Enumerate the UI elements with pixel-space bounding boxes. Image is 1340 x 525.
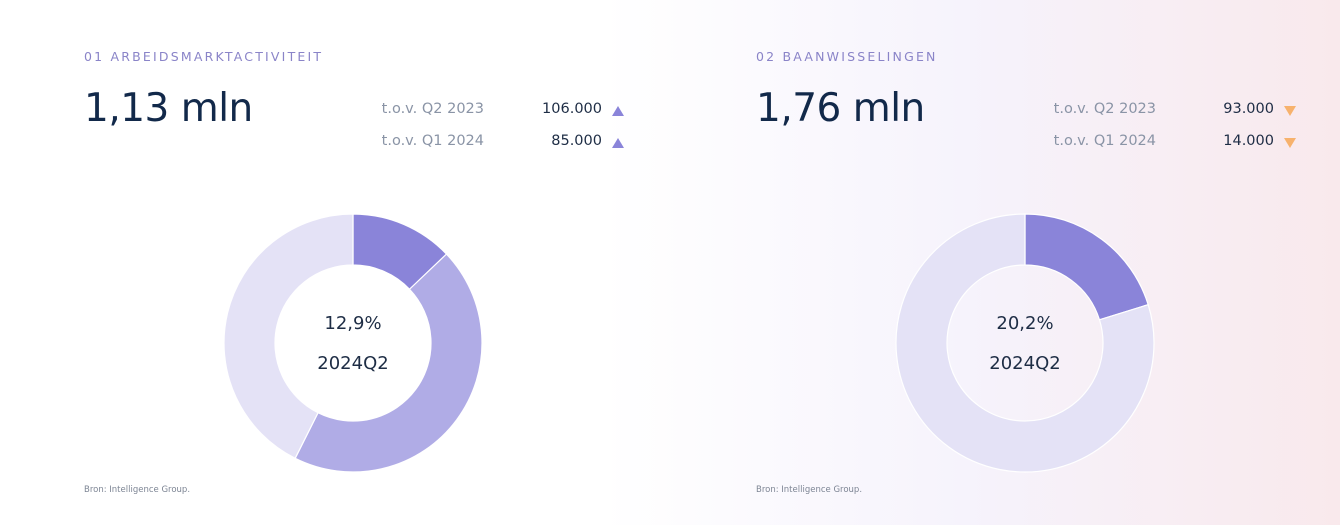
- headline-value: 1,13 mln: [84, 86, 253, 131]
- comparison-value: 85.000: [551, 133, 602, 149]
- panel-arbeidsmarktactiviteit: 01 ARBEIDSMARKTACTIVITEIT 1,13 mln t.o.v…: [84, 0, 664, 525]
- panel-baanwisselingen: 02 BAANWISSELINGEN 1,76 mln t.o.v. Q2 20…: [756, 0, 1336, 525]
- headline-value: 1,76 mln: [756, 86, 925, 131]
- arrow-down-icon: [1284, 106, 1296, 116]
- arrow-up-icon: [612, 138, 624, 148]
- source-note: Bron: Intelligence Group.: [84, 485, 191, 495]
- donut-slice-2: [294, 253, 483, 473]
- source-note: Bron: Intelligence Group.: [756, 485, 863, 495]
- comparison-label: t.o.v. Q2 2023: [381, 101, 484, 117]
- panel-title: 01 ARBEIDSMARKTACTIVITEIT: [84, 49, 324, 64]
- center-value: 12,9%: [324, 313, 382, 334]
- comparison-row: t.o.v. Q1 2024 14.000: [1046, 133, 1296, 153]
- comparison-value: 106.000: [542, 101, 602, 117]
- comparison-row: t.o.v. Q1 2024 85.000: [374, 133, 624, 153]
- donut-chart: [223, 213, 483, 473]
- comparison-value: 14.000: [1223, 133, 1274, 149]
- donut-slice-2: [895, 213, 1155, 473]
- comparison-row: t.o.v. Q2 2023 106.000: [374, 101, 624, 121]
- arrow-down-icon: [1284, 138, 1296, 148]
- donut-slice-1: [1024, 213, 1149, 321]
- panel-title: 02 BAANWISSELINGEN: [756, 49, 938, 64]
- center-label: 2024Q2: [317, 353, 389, 374]
- donut-slice-3: [223, 213, 354, 460]
- arrow-up-icon: [612, 106, 624, 116]
- comparison-label: t.o.v. Q1 2024: [1053, 133, 1156, 149]
- comparison-label: t.o.v. Q1 2024: [381, 133, 484, 149]
- comparison-value: 93.000: [1223, 101, 1274, 117]
- donut-chart: [895, 213, 1155, 473]
- comparison-row: t.o.v. Q2 2023 93.000: [1046, 101, 1296, 121]
- center-label: 2024Q2: [989, 353, 1061, 374]
- comparison-label: t.o.v. Q2 2023: [1053, 101, 1156, 117]
- center-value: 20,2%: [996, 313, 1054, 334]
